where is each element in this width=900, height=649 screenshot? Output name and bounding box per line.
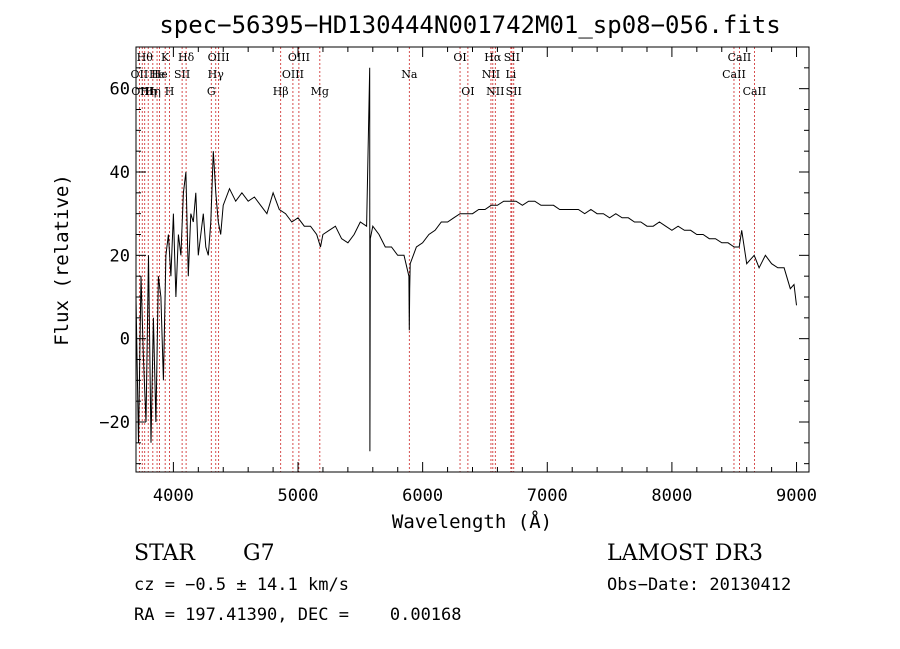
- emission-marker-label: OI: [461, 85, 474, 98]
- emission-marker-label: He: [149, 68, 165, 81]
- emission-marker-label: Hη: [145, 85, 161, 98]
- emission-marker-label: He: [152, 68, 168, 81]
- emission-marker-label: OIII: [208, 51, 230, 64]
- emission-marker-label: Hδ: [178, 51, 195, 64]
- emission-marker-label: SII: [504, 51, 520, 64]
- x-tick-label: 7000: [527, 486, 568, 506]
- emission-marker-label: Li: [505, 68, 516, 81]
- emission-marker-label: OIII: [288, 51, 310, 64]
- emission-line-labels: OIIOIIIHθHηHηHeHeKHSIIHδGHγOIIIHβOIIIOII…: [131, 51, 767, 98]
- emission-marker-label: Na: [401, 68, 418, 81]
- y-tick-label: 40: [110, 163, 130, 183]
- x-tick-label: 6000: [402, 486, 443, 506]
- emission-marker-label: SII: [506, 85, 522, 98]
- emission-marker-label: Hβ: [273, 85, 289, 98]
- x-tick-label: 4000: [153, 486, 194, 506]
- emission-line-markers: [138, 47, 755, 472]
- y-axis-label: Flux (relative): [51, 174, 73, 346]
- emission-marker-label: Hγ: [208, 68, 225, 81]
- emission-marker-label: Mg: [311, 85, 329, 98]
- y-tick-label: 20: [110, 246, 130, 266]
- x-axis-label: Wavelength (Å): [392, 510, 552, 533]
- emission-marker-label: CaII: [722, 68, 746, 81]
- x-tick-label: 5000: [278, 486, 319, 506]
- emission-marker-label: NII: [482, 68, 500, 81]
- plot-frame: [135, 46, 810, 473]
- emission-marker-label: G: [207, 85, 216, 98]
- emission-marker-label: OI: [453, 51, 466, 64]
- emission-marker-label: OIII: [282, 68, 304, 81]
- emission-marker-label: K: [161, 51, 170, 64]
- emission-marker-label: H: [165, 85, 175, 98]
- x-axis-ticks: 4000 5000 6000 7000 8000 9000: [153, 47, 817, 506]
- emission-marker-label: OII: [131, 68, 149, 81]
- y-tick-label: 60: [110, 80, 130, 100]
- y-tick-label: −20: [99, 413, 130, 433]
- survey-name: LAMOST DR3: [607, 541, 763, 566]
- emission-marker-label: Hθ: [137, 51, 154, 64]
- x-tick-label: 9000: [776, 486, 817, 506]
- object-class: STAR: [134, 541, 196, 566]
- emission-marker-label: CaII: [743, 85, 767, 98]
- emission-marker-label: CaII: [728, 51, 752, 64]
- emission-marker-label: SII: [174, 68, 190, 81]
- emission-marker-label: Hα: [484, 51, 502, 64]
- emission-marker-label: NII: [486, 85, 504, 98]
- chart-title: spec−56395−HD130444N001742M01_sp08−056.f…: [159, 11, 780, 39]
- x-tick-label: 8000: [651, 486, 692, 506]
- spectrum-line: [135, 67, 797, 452]
- coordinates-readout: RA = 197.41390, DEC = 0.00168: [134, 605, 462, 625]
- spectral-subclass: G7: [243, 541, 275, 566]
- y-tick-label: 0: [120, 330, 130, 350]
- y-axis-ticks: −20 0 20 40 60: [99, 46, 809, 465]
- observation-date: Obs−Date: 20130412: [607, 575, 791, 595]
- redshift-readout: cz = −0.5 ± 14.1 km/s: [134, 575, 349, 595]
